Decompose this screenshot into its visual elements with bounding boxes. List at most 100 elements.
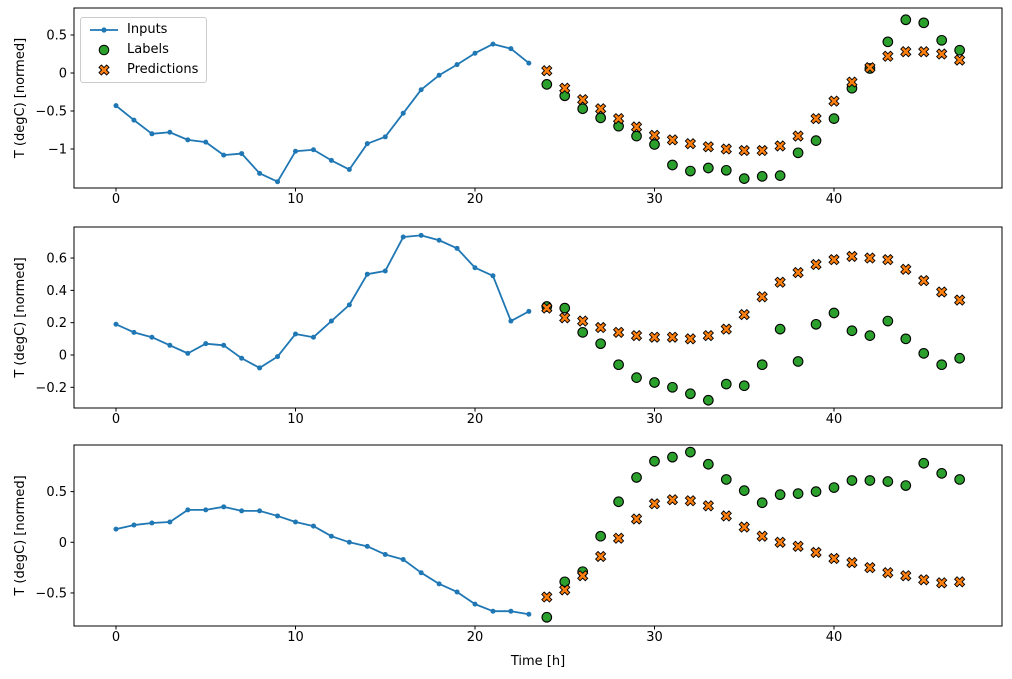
x-tick-label: 20 [467,412,484,427]
label-point [738,380,750,392]
inputs-point [436,237,442,243]
prediction-point [738,308,750,321]
inputs-point [472,50,478,56]
label-point [954,352,965,364]
label-point [649,455,660,467]
label-point [918,457,930,469]
inputs-point [508,318,514,324]
label-point [900,480,912,491]
prediction-point [594,103,607,115]
prediction-point [953,54,966,66]
label-point [559,576,571,588]
label-point [792,356,804,367]
prediction-point [720,510,732,522]
inputs-point [310,523,316,529]
label-point [846,325,858,337]
prediction-point [577,315,589,327]
label-point [613,359,624,371]
legend: Inputs Labels Predictions [80,17,207,83]
prediction-point [541,591,553,603]
label-point [864,475,876,486]
label-point [595,112,606,124]
x-tick-label: 10 [287,412,304,427]
label-point [828,113,840,124]
inputs-point [490,273,496,279]
inputs-point [364,271,370,277]
inputs-point [400,557,406,563]
inputs-point [221,342,227,348]
x-tick-label: 20 [467,630,484,645]
inputs-point [382,551,388,557]
y-tick-label: 0.5 [46,485,67,500]
prediction-point [630,513,643,525]
inputs-point [490,608,496,614]
prediction-point [684,333,697,345]
inputs-point [185,350,191,356]
prediction-point [648,498,661,510]
inputs-point [472,265,478,271]
inputs-point [149,520,155,526]
inputs-point [418,87,424,93]
inputs-point [203,139,209,145]
inputs-point [203,341,209,347]
x-tick-label: 20 [467,192,484,207]
inputs-point [472,601,478,607]
prediction-point [594,550,607,563]
label-point [900,333,912,345]
prediction-point [756,291,768,303]
prediction-point [774,140,786,152]
prediction-point [702,329,714,342]
legend-item-labels: Labels [89,40,206,60]
y-axis-label: T (degC) [normed] [13,475,28,596]
y-axis-label: T (degC) [normed] [13,257,28,378]
prediction-point [738,144,750,157]
prediction-point [648,331,661,343]
x-tick-label: 30 [646,630,663,645]
label-point [720,378,732,390]
prediction-point [702,141,714,153]
inputs-point [275,179,281,185]
prediction-point [864,62,876,74]
x-tick-label: 30 [646,192,663,207]
y-tick-label: 0.5 [46,28,67,43]
label-point [685,165,696,177]
label-point [846,475,858,486]
inputs-point [346,167,352,173]
label-point [882,476,894,487]
prediction-point [774,276,786,288]
prediction-point [918,574,930,586]
label-point [577,327,589,338]
inputs-point [167,519,173,525]
x-tick-label: 40 [826,630,843,645]
x-axis-label: Time [h] [510,654,565,669]
inputs-line [115,234,530,369]
inputs-point [149,131,155,137]
label-point [810,486,822,497]
inputs-point [239,151,245,157]
label-point [828,482,840,493]
inputs-point [221,504,227,510]
x-tick-label: 10 [287,192,304,207]
prediction-point [541,302,553,314]
label-point [756,359,768,371]
inputs-point [382,134,388,140]
prediction-point [559,312,571,324]
y-tick-label: 0 [59,536,67,551]
axes-frame [73,444,1003,627]
label-point [649,139,660,150]
prediction-point [684,138,697,150]
subplot-2: 0 10 20 30 40 0.5 0 −0.5 T (degC) [normed] Time [… [13,444,1003,669]
label-point [954,44,965,56]
prediction-point [666,134,679,146]
prediction-point [612,326,625,339]
prediction-point [720,323,732,335]
inputs-point [328,318,334,324]
prediction-point [559,584,571,596]
legend-item-inputs: Inputs [89,20,206,40]
inputs-point [293,148,298,154]
prediction-point [738,521,750,533]
inputs-point [328,533,334,539]
label-point [918,348,930,359]
legend-label-predictions: Predictions [127,62,199,77]
prediction-point [846,250,858,263]
